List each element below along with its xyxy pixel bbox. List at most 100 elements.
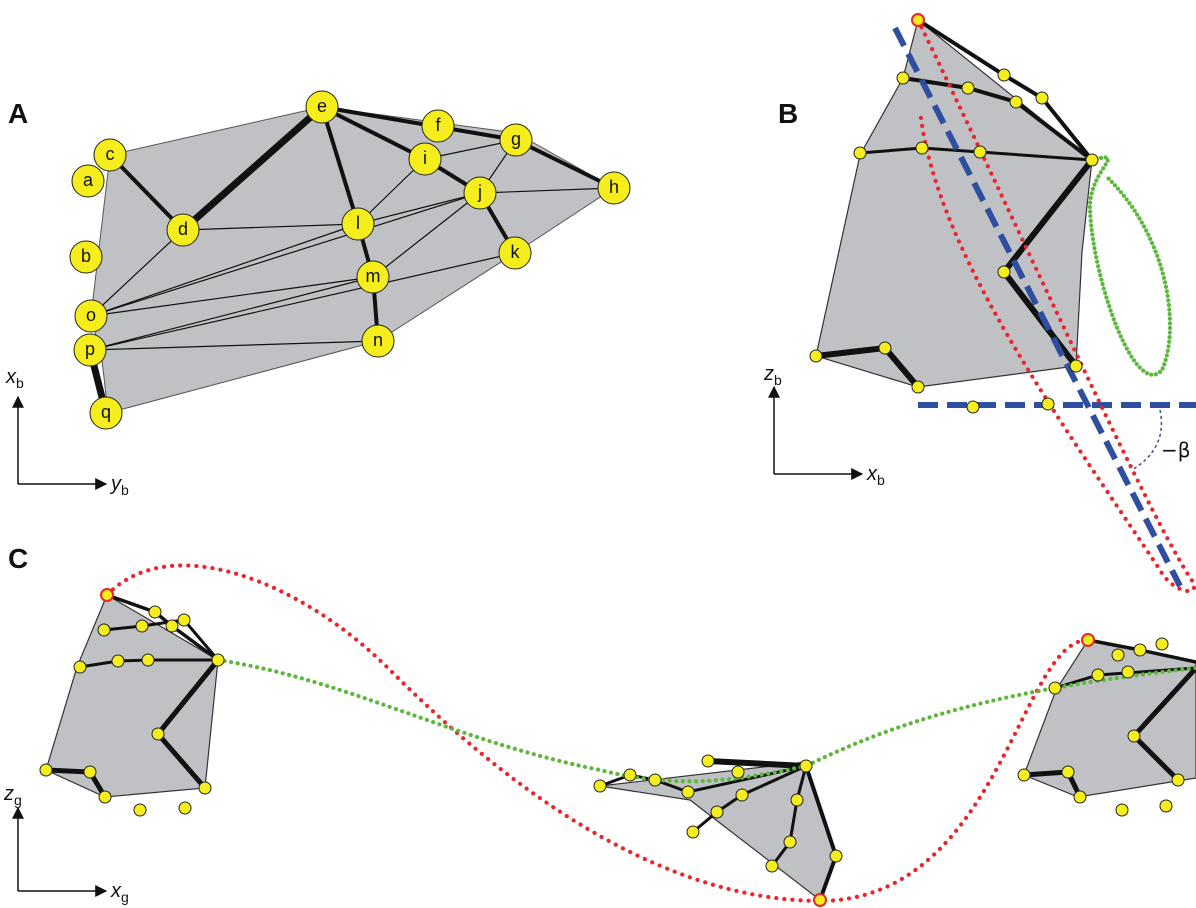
node-label-p: p [85,339,95,359]
panel-b-node-point [809,349,823,363]
panel-c-creature-middle [598,758,839,902]
node-label-h: h [609,177,619,197]
panel-c-node-point [1061,765,1075,779]
node-label-j: j [477,182,482,202]
node-h [597,171,631,205]
node-label-b: b [81,246,91,266]
panel-c-node-point [731,765,745,779]
panel-b-red-trajectory [915,17,1196,593]
node-i [408,142,442,176]
panel-c-node-point [1121,665,1135,679]
panel-c-node-point [701,754,715,768]
node-label-k: k [511,242,521,262]
node-o [74,299,108,333]
panel-b-node-point [966,400,980,414]
panel-c-node-point [623,768,637,782]
node-l [341,207,375,241]
panel-c-node-point [1091,668,1105,682]
panel-c-node-point [1048,681,1062,695]
panel-b-axis-z-label: zb [763,363,782,388]
node-j [463,176,497,210]
panel-c-node-point [133,803,147,817]
panel-b-green-trajectory [1087,155,1173,377]
panel-c-node-point [1017,768,1031,782]
panel-c-node-point [1127,729,1141,743]
panel-c-nodes [39,588,1185,907]
node-d [166,213,200,247]
panel-c-green-trajectory [215,657,1196,784]
panel-c-creature-right [1021,638,1196,800]
panel-b-node-point [1035,91,1049,105]
node-label-l: l [356,213,360,233]
panel-c-axis-z-label: zg [3,783,22,808]
panel-b-node-point [896,71,910,85]
panel-c: C [3,543,1196,907]
panel-b-angle-arc [1131,409,1163,471]
panel-c-node-point [735,788,749,802]
node-label-q: q [101,402,111,422]
panel-c-node-point [1111,648,1125,662]
panel-c-node-point [100,588,114,602]
panel-b-node-point [1009,95,1023,109]
node-q [89,396,123,430]
panel-c-node-point [1073,790,1087,804]
panel-a-axes: xb yb [5,366,129,498]
panel-c-node-point [151,727,165,741]
node-label-e: e [317,96,327,116]
panel-c-node-point [97,623,111,637]
panel-b-angle-label: −β [1161,438,1191,462]
node-label-f: f [435,115,441,135]
panel-c-node-point [1115,803,1129,817]
node-m [356,260,390,294]
panel-c-node-point [681,785,695,799]
node-label-o: o [86,305,96,325]
panel-b-axis-x-label: xb [866,463,885,488]
node-g [499,123,533,157]
panel-b-node-point [915,141,929,155]
panel-a-axis-x-label: xb [5,366,24,391]
panel-c-node-point [710,805,724,819]
panel-b-label: B [778,98,798,129]
panel-c-node-point [1159,799,1173,813]
panel-c-node-point [165,619,179,633]
panel-c-node-point [799,759,813,773]
panel-c-node-point [1081,633,1095,647]
panel-c-node-point [135,619,149,633]
panel-c-node-point [783,835,797,849]
panel-c-creature-left [43,593,221,800]
panel-b-node-point [997,68,1011,82]
panel-c-node-point [98,790,112,804]
panel-c-node-point [813,893,827,907]
node-c [93,138,127,172]
panel-c-node-point [73,660,87,674]
panel-c-red-trajectory [104,563,1091,904]
panel-b-nodes [809,13,1099,414]
panel-c-node-point [593,779,607,793]
panel-c-axes: zg xg [3,783,129,905]
panel-b-node-point [973,145,987,159]
panel-c-node-point [39,763,53,777]
panel-c-node-point [686,825,700,839]
node-label-m: m [366,266,381,286]
panel-b-axes: zb xb [763,363,885,488]
panel-b-node-point [1069,359,1083,373]
panel-b-node-point [961,81,975,95]
panel-a-axis-y-label: yb [109,473,129,498]
node-e [305,90,339,124]
panel-c-node-point [790,793,804,807]
panel-c-node-point [765,859,779,873]
panel-b-node-point [997,265,1011,279]
panel-c-node-point [648,773,662,787]
node-k [498,236,532,270]
panel-c-axis-x-label: xg [110,880,129,905]
panel-c-node-point [178,801,192,815]
node-label-n: n [373,330,383,350]
node-n [361,324,395,358]
panel-b-node-point [1085,153,1099,167]
panel-c-node-point [1155,637,1169,651]
panel-a: A [5,90,631,498]
panel-c-node-point [829,849,843,863]
panel-c-node-point [177,613,191,627]
node-label-a: a [83,170,94,190]
